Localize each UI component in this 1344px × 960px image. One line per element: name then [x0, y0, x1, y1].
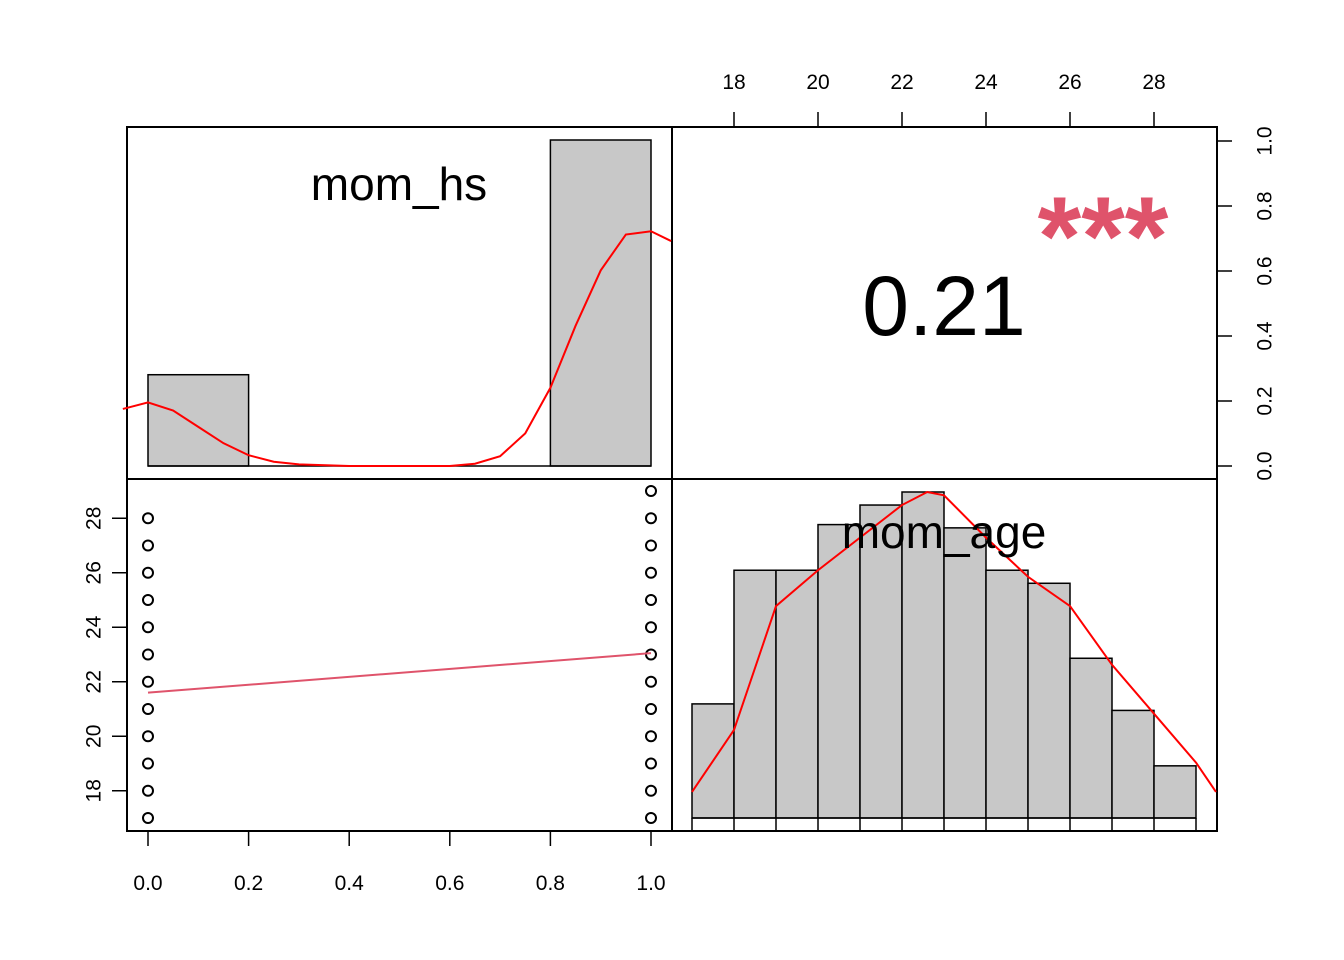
var-label-mom-age: mom_age: [842, 506, 1047, 558]
left-axis-tick-label: 24: [83, 615, 106, 639]
scatter-point: [142, 594, 154, 606]
scatter-point: [645, 485, 657, 497]
mom-age-bar: [733, 569, 777, 819]
bottom-axis-tick-label: 0.8: [536, 872, 565, 895]
scatter-point: [645, 757, 657, 770]
fit-line: [147, 652, 652, 694]
mom-hs-histogram: [122, 139, 672, 467]
axes: 0.0 0.2 0.4 0.6 0.8 1.0 18 20 22 24 26 28 18 20 22 24 26…: [83, 71, 1277, 895]
mom-hs-bar: [147, 373, 250, 467]
scatter-point: [645, 730, 657, 743]
bottom-axis-tick-label: 0.2: [234, 872, 263, 895]
scatter-point: [645, 812, 657, 824]
var-label-mom-hs: mom_hs: [311, 158, 487, 210]
top-axis-tick-label: 28: [1142, 71, 1165, 94]
scatter-point: [645, 784, 657, 797]
mom-age-bar: [1069, 657, 1113, 819]
left-axis-tick-label: 18: [83, 779, 106, 802]
right-axis-tick-label: 0.2: [1254, 386, 1277, 415]
panel-bottom-left-frame: [126, 478, 673, 832]
mom-age-bar: [859, 504, 903, 819]
scatter-point: [645, 594, 657, 606]
mom-age-bar: [817, 523, 861, 819]
panel-bottom-right-frame: [671, 478, 1218, 832]
bottom-axis-tick-label: 0.4: [335, 872, 365, 895]
mom-age-bar: [901, 491, 945, 819]
mom-age-bar: [985, 569, 1029, 819]
bottom-axis-tick-label: 0.6: [435, 872, 464, 895]
left-axis-tick-label: 20: [83, 725, 106, 748]
scatter-point: [142, 784, 154, 797]
scatter-point: [645, 512, 657, 525]
left-axis-tick-label: 22: [83, 670, 106, 693]
right-axis-tick-label: 0.0: [1254, 451, 1277, 480]
mom-age-bar: [1111, 709, 1155, 819]
scatter-point: [645, 648, 657, 661]
top-axis-tick-label: 22: [890, 71, 913, 94]
bottom-axis-tick-label: 1.0: [636, 872, 665, 895]
mom-age-bar: [943, 527, 987, 819]
top-axis-tick-label: 24: [974, 71, 998, 94]
scatter-point: [142, 512, 154, 525]
right-axis-tick-label: 0.4: [1254, 321, 1277, 351]
mom-hs-bar: [549, 139, 652, 467]
scatter-point: [142, 703, 154, 715]
bottom-axis-tick-label: 0.0: [133, 872, 162, 895]
scatter-point: [645, 539, 657, 552]
scatter-point: [142, 757, 154, 770]
right-axis-tick-label: 1.0: [1254, 126, 1277, 155]
correlation-value: 0.21: [862, 259, 1026, 353]
mom-age-histogram: [691, 490, 1217, 830]
mom-age-bar: [775, 569, 819, 819]
scatter-point: [645, 621, 657, 634]
mom-age-bar: [1153, 765, 1197, 819]
scatter-point: [142, 675, 154, 688]
scatter-point: [142, 730, 154, 743]
top-axis-tick-label: 20: [806, 71, 829, 94]
mom-hs-density-curve: [122, 230, 672, 467]
scatter-point: [142, 812, 154, 824]
significance-stars: ***: [1038, 174, 1169, 299]
scatter-point: [142, 621, 154, 634]
right-axis-tick-label: 0.8: [1254, 191, 1277, 220]
scatter-point: [142, 566, 154, 579]
scatter-point: [645, 675, 657, 688]
scatter-point: [645, 703, 657, 715]
top-axis-tick-label: 18: [722, 71, 745, 94]
right-axis-tick-label: 0.6: [1254, 256, 1277, 285]
scatter-panel: [142, 485, 657, 824]
scatter-point: [142, 539, 154, 552]
scatter-point: [142, 648, 154, 661]
scatter-point: [645, 566, 657, 579]
left-axis-tick-label: 26: [83, 561, 106, 584]
mom-age-density-curve: [691, 490, 1217, 793]
mom-age-bar: [1027, 582, 1071, 819]
top-axis-tick-label: 26: [1058, 71, 1081, 94]
left-axis-tick-label: 28: [83, 507, 106, 530]
